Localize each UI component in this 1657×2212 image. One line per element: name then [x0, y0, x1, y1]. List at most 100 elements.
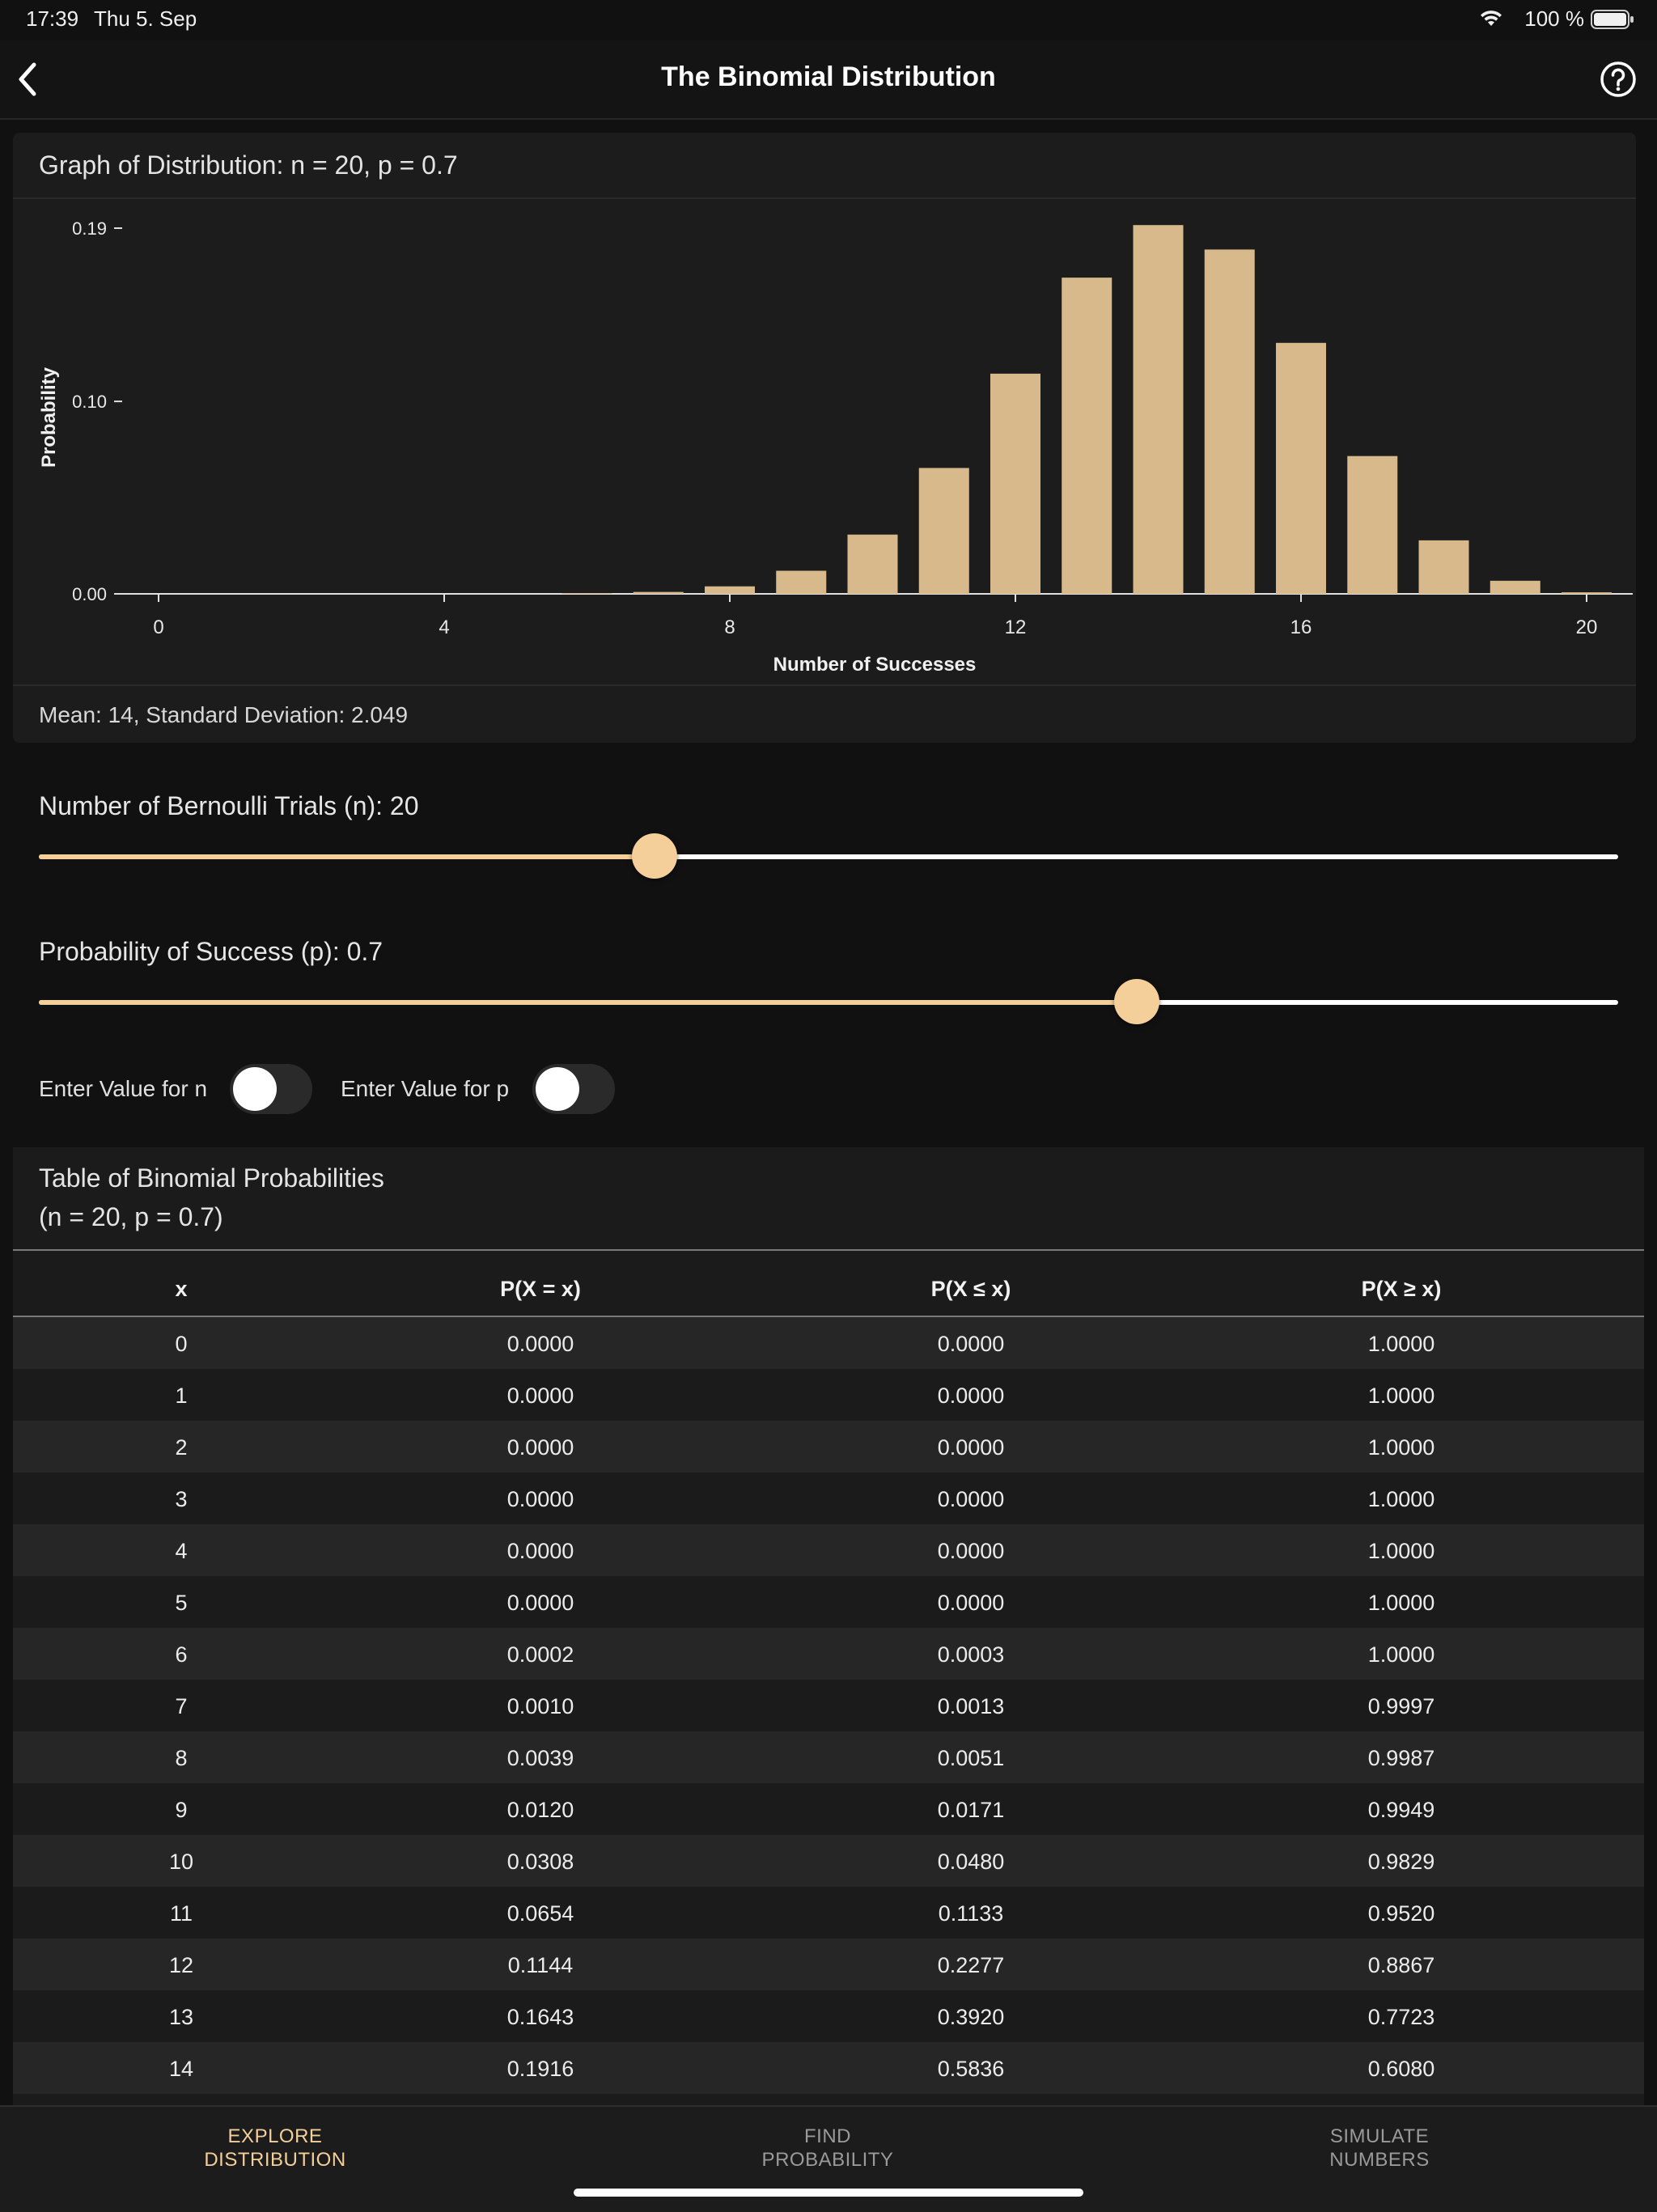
tab-find-probability[interactable]: FIND PROBABILITY: [762, 2125, 894, 2172]
status-date: Thu 5. Sep: [94, 6, 197, 31]
cell-pmf: 0.0002: [506, 1642, 574, 1667]
x-tick-label: 16: [1290, 617, 1312, 638]
cell-survival: 0.9997: [1367, 1694, 1435, 1718]
cell-x: 2: [175, 1435, 188, 1460]
cell-x: 0: [175, 1332, 188, 1356]
cell-x: 11: [169, 1901, 193, 1926]
bar: [633, 591, 684, 594]
cell-cdf: 0.0171: [937, 1798, 1005, 1822]
bar: [1062, 278, 1112, 594]
cell-survival: 1.0000: [1367, 1539, 1435, 1563]
tab-label-line1: FIND: [803, 2125, 851, 2147]
table-row: 10 0.0308 0.0480 0.9829: [13, 1835, 1644, 1887]
tab-simulate-numbers[interactable]: SIMULATE NUMBERS: [1329, 2125, 1430, 2172]
n-slider-track[interactable]: [39, 854, 1618, 859]
divider: [13, 684, 1636, 686]
table-row: 14 0.1916 0.5836 0.6080: [13, 2042, 1644, 2094]
x-axis-label: Number of Successes: [773, 654, 977, 676]
tab-explore-distribution[interactable]: EXPLORE DISTRIBUTION: [204, 2125, 345, 2172]
cell-x: 6: [175, 1642, 188, 1667]
y-axis-label: Probability: [38, 367, 60, 468]
cell-survival: 1.0000: [1367, 1591, 1435, 1615]
cell-cdf: 0.1133: [938, 1901, 1004, 1926]
cell-cdf: 0.0003: [937, 1642, 1005, 1667]
cell-cdf: 0.0000: [937, 1539, 1005, 1563]
cell-survival: 0.9829: [1367, 1850, 1435, 1874]
cell-x: 9: [175, 1798, 188, 1822]
cell-survival: 1.0000: [1367, 1487, 1435, 1511]
battery-percent: 100 %: [1524, 6, 1584, 31]
y-tick-label: 0.19: [72, 218, 107, 239]
probability-table-card: Table of Binomial Probabilities (n = 20,…: [13, 1147, 1644, 2106]
cell-survival: 0.9520: [1367, 1901, 1435, 1926]
divider: [13, 197, 1636, 199]
graph-card: Graph of Distribution: n = 20, p = 0.7 0…: [13, 133, 1636, 743]
p-slider-track[interactable]: [39, 1000, 1618, 1005]
cell-cdf: 0.0000: [937, 1435, 1005, 1460]
tab-label-line2: PROBABILITY: [761, 2149, 894, 2171]
cell-x: 5: [175, 1591, 188, 1615]
cell-x: 3: [175, 1487, 188, 1511]
cell-cdf: 0.0000: [937, 1487, 1005, 1511]
n-slider-label: Number of Bernoulli Trials (n): 20: [39, 791, 419, 820]
cell-survival: 0.8867: [1367, 1953, 1435, 1977]
back-chevron-icon[interactable]: [11, 57, 44, 102]
page-title: The Binomial Distribution: [661, 61, 996, 92]
x-tick-label: 12: [1005, 617, 1027, 638]
cell-survival: 0.9949: [1367, 1798, 1435, 1822]
cell-pmf: 0.0000: [506, 1487, 574, 1511]
y-tick-label: 0.10: [72, 392, 107, 412]
graph-header: Graph of Distribution: n = 20, p = 0.7: [39, 150, 458, 180]
cell-x: 7: [175, 1694, 188, 1718]
cell-survival: 0.9987: [1367, 1746, 1435, 1770]
cell-survival: 1.0000: [1367, 1435, 1435, 1460]
table-row: 3 0.0000 0.0000 1.0000: [13, 1473, 1644, 1524]
status-time: 17:39: [26, 6, 79, 31]
cell-pmf: 0.0039: [506, 1746, 574, 1770]
table-row: 11 0.0654 0.1133 0.9520: [13, 1887, 1644, 1939]
bar: [776, 570, 827, 594]
cell-pmf: 0.1916: [506, 2057, 574, 2081]
enter-n-label: Enter Value for n: [39, 1076, 208, 1101]
cell-pmf: 0.0308: [506, 1850, 574, 1874]
y-tick-label: 0.00: [72, 584, 107, 604]
n-slider-thumb[interactable]: [632, 833, 678, 879]
x-tick-label: 0: [153, 617, 163, 638]
cell-pmf: 0.0010: [506, 1694, 574, 1718]
cell-x: 1: [175, 1384, 188, 1408]
distribution-chart: 0.00 0.10 0.19 0 4 8 12 16 20 Number of Successes…: [38, 218, 1633, 676]
enter-p-toggle[interactable]: [532, 1064, 615, 1114]
cell-x: 14: [168, 2057, 194, 2081]
cell-pmf: 0.0000: [506, 1332, 574, 1356]
cell-survival: 0.6080: [1367, 2057, 1435, 2081]
cell-x: 10: [168, 1850, 194, 1874]
bar: [1133, 225, 1184, 594]
n-slider-fill: [39, 854, 655, 859]
cell-pmf: 0.0120: [506, 1798, 574, 1822]
status-bar: 17:39 Thu 5. Sep 100 %: [0, 0, 1657, 40]
cell-survival: 1.0000: [1367, 1642, 1435, 1667]
enter-n-toggle[interactable]: [230, 1064, 312, 1114]
mean-sd-text: Mean: 14, Standard Deviation: 2.049: [39, 702, 409, 727]
x-tick-label: 4: [439, 617, 449, 638]
table-row: 12 0.1144 0.2277 0.8867: [13, 1939, 1644, 1990]
wifi-icon: [1481, 11, 1502, 26]
bar: [1562, 592, 1612, 594]
cell-pmf: 0.1643: [506, 2005, 574, 2029]
cell-cdf: 0.2277: [937, 1953, 1005, 1977]
bar: [990, 373, 1040, 594]
table-row: 7 0.0010 0.0013 0.9997: [13, 1680, 1644, 1731]
bar: [562, 593, 612, 594]
cell-pmf: 0.0000: [506, 1384, 574, 1408]
toggle-knob: [536, 1067, 579, 1111]
p-slider-thumb[interactable]: [1113, 979, 1159, 1024]
cell-pmf: 0.0000: [506, 1539, 574, 1563]
cell-cdf: 0.0000: [937, 1384, 1005, 1408]
cell-survival: 1.0000: [1367, 1384, 1435, 1408]
help-icon[interactable]: [1599, 60, 1638, 99]
p-slider-label: Probability of Success (p): 0.7: [39, 937, 384, 966]
cell-pmf: 0.1144: [507, 1953, 574, 1977]
cell-cdf: 0.0000: [937, 1591, 1005, 1615]
cell-x: 8: [175, 1746, 188, 1770]
tab-label-line1: EXPLORE: [227, 2125, 323, 2147]
